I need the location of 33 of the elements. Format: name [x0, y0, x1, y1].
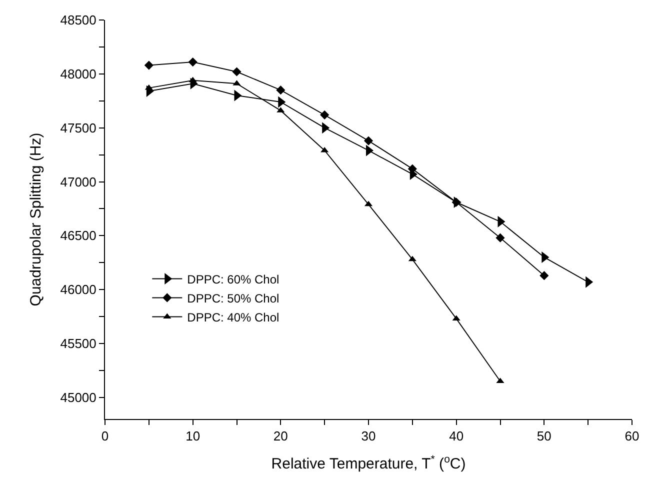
x-tick-label: 10 [186, 428, 200, 444]
point [144, 60, 154, 70]
y-tick-label: 46500 [60, 228, 96, 244]
legend-label: DPPC: 50% Chol [187, 291, 280, 306]
y-tick-label: 45500 [60, 336, 96, 352]
point [320, 110, 330, 120]
y-tick-label: 46000 [60, 282, 96, 298]
point [144, 84, 153, 90]
x-tick-label: 20 [273, 428, 288, 444]
legend-label: DPPC: 40% Chol [187, 310, 280, 324]
y-tick-label: 45000 [60, 390, 96, 405]
y-tick-label: 47000 [60, 174, 96, 190]
point [540, 271, 549, 280]
point [408, 256, 416, 262]
point [496, 378, 504, 384]
point [232, 67, 242, 76]
x-axis-title: Relative Temperature, T$^{*}$ ($^{o}$C) [271, 453, 466, 473]
y-tick-label: 47500 [60, 120, 96, 136]
y-tick-label: 48000 [60, 66, 96, 82]
point [188, 58, 198, 67]
y-axis-title: Quadrupolar Splitting (Hz) [27, 132, 44, 306]
legend-label: DPPC: 60% Chol [187, 272, 280, 286]
x-tick-label: 50 [536, 428, 552, 444]
x-tick-label: 0 [101, 428, 109, 444]
x-tick-label: 40 [449, 428, 464, 444]
y-tick-label: 48500 [60, 12, 96, 28]
x-tick-label: 30 [361, 428, 376, 444]
point [320, 146, 329, 152]
x-tick-label: 60 [624, 428, 640, 444]
point [364, 136, 374, 146]
point [188, 76, 197, 82]
point [496, 233, 505, 242]
point [276, 86, 286, 95]
